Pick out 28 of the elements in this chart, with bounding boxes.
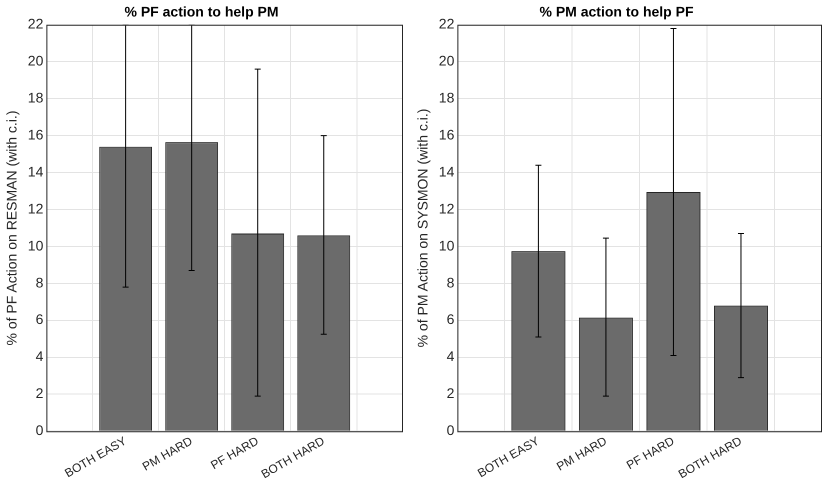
- y-tick-label: 6: [36, 311, 44, 328]
- chart-title: % PM action to help PF: [539, 3, 694, 20]
- y-tick-label: 18: [28, 90, 44, 106]
- y-tick-label: 8: [446, 274, 455, 290]
- y-tick-label: 2: [446, 385, 455, 402]
- y-tick-label: 8: [36, 274, 44, 290]
- y-tick-label: 22: [438, 16, 455, 32]
- y-tick-label: 10: [28, 237, 44, 254]
- y-tick-label: 2: [36, 385, 44, 402]
- y-axis-title: % of PF Action on RESMAN (with c.i.): [3, 110, 20, 346]
- y-tick-label: 0: [36, 422, 44, 438]
- y-tick-label: 22: [28, 16, 44, 32]
- y-tick-label: 4: [446, 348, 455, 364]
- y-tick-label: 12: [438, 200, 455, 216]
- y-axis-title: % of PM Action on SYSMON (with c.i.): [414, 108, 430, 348]
- y-tick-label: 16: [28, 126, 44, 142]
- y-tick-label: 14: [28, 163, 44, 180]
- y-tick-label: 18: [438, 90, 455, 106]
- chart-title: % PF action to help PM: [124, 3, 279, 20]
- y-tick-label: 14: [438, 163, 455, 180]
- y-tick-label: 0: [446, 422, 455, 438]
- y-tick-label: 20: [438, 52, 455, 69]
- y-tick-label: 20: [28, 52, 44, 69]
- y-tick-label: 12: [28, 200, 44, 216]
- y-tick-label: 4: [36, 348, 44, 364]
- y-tick-label: 16: [438, 126, 455, 142]
- y-tick-label: 6: [446, 311, 455, 328]
- y-tick-label: 10: [438, 237, 455, 254]
